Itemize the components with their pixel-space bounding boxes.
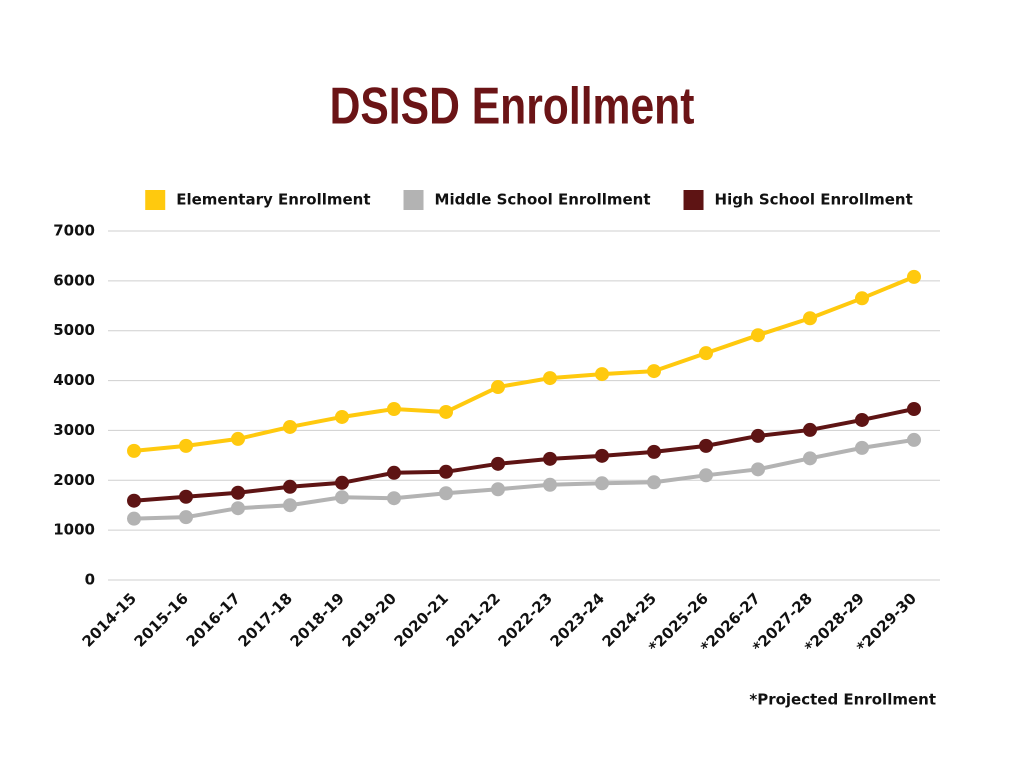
series-line — [133, 437, 915, 521]
y-tick-label: 5000 — [53, 321, 95, 339]
data-point — [231, 485, 245, 500]
series-line — [133, 275, 915, 453]
x-tick-label: 2016-17 — [183, 589, 244, 650]
data-point — [543, 371, 557, 386]
data-point — [283, 419, 297, 434]
data-point — [439, 464, 453, 479]
x-tick-label: 2017-18 — [235, 589, 296, 650]
data-point — [595, 476, 609, 491]
data-point — [699, 438, 713, 453]
legend: Elementary Enrollment Middle School Enrol… — [145, 190, 913, 210]
y-tick-label: 3000 — [53, 421, 95, 439]
x-tick-label: 2020-21 — [391, 589, 452, 650]
y-tick-label: 7000 — [53, 222, 95, 240]
x-tick-label: 2022-23 — [495, 589, 556, 650]
y-tick-label: 2000 — [53, 471, 95, 489]
data-point — [127, 443, 141, 458]
chart-title: DSISD Enrollment — [330, 78, 695, 136]
data-point — [907, 269, 921, 284]
legend-label: High School Enrollment — [715, 191, 913, 209]
data-point — [751, 462, 765, 477]
data-point — [907, 432, 921, 447]
annotation: *Projected Enrollment — [749, 691, 936, 709]
x-tick-label: 2021-22 — [443, 589, 504, 650]
x-tick-label: 2014-15 — [79, 589, 140, 650]
data-point — [283, 479, 297, 494]
y-tick-label: 1000 — [53, 521, 95, 539]
data-point — [283, 498, 297, 513]
data-point — [179, 489, 193, 504]
data-point — [179, 510, 193, 525]
data-point — [439, 404, 453, 419]
data-point — [647, 475, 661, 490]
data-point — [647, 444, 661, 459]
legend-swatch — [683, 190, 704, 210]
data-point — [699, 346, 713, 361]
data-point — [387, 401, 401, 416]
x-tick-label: 2018-19 — [287, 589, 348, 650]
data-point — [543, 451, 557, 466]
x-tick-label: 2015-16 — [131, 589, 192, 650]
data-point — [127, 493, 141, 508]
data-point — [179, 438, 193, 453]
data-point — [595, 367, 609, 382]
data-point — [491, 482, 505, 497]
data-point — [491, 456, 505, 471]
data-point — [647, 364, 661, 379]
data-point — [751, 328, 765, 343]
data-point — [543, 477, 557, 492]
data-point — [491, 380, 505, 395]
y-tick-label: 0 — [85, 571, 95, 589]
data-point — [751, 428, 765, 443]
data-point — [699, 468, 713, 483]
data-point — [855, 412, 869, 427]
data-point — [803, 451, 817, 466]
data-point — [231, 431, 245, 446]
data-point — [231, 501, 245, 516]
legend-swatch — [145, 190, 166, 210]
data-point — [855, 291, 869, 306]
y-tick-label: 4000 — [53, 371, 95, 389]
legend-label: Middle School Enrollment — [435, 191, 651, 209]
data-point — [595, 448, 609, 463]
data-point — [855, 440, 869, 455]
data-point — [335, 490, 349, 505]
data-point — [439, 486, 453, 501]
data-point — [387, 491, 401, 506]
y-tick-label: 6000 — [53, 271, 95, 289]
data-point — [127, 511, 141, 526]
x-tick-label: 2019-20 — [339, 589, 400, 650]
data-point — [907, 401, 921, 416]
legend-label: Elementary Enrollment — [176, 191, 370, 209]
data-point — [803, 422, 817, 437]
data-point — [335, 475, 349, 490]
series-line — [133, 407, 915, 503]
x-tick-label: 2023-24 — [547, 589, 608, 650]
data-point — [387, 465, 401, 480]
data-point — [335, 409, 349, 424]
data-point — [803, 311, 817, 326]
legend-swatch — [403, 190, 424, 210]
